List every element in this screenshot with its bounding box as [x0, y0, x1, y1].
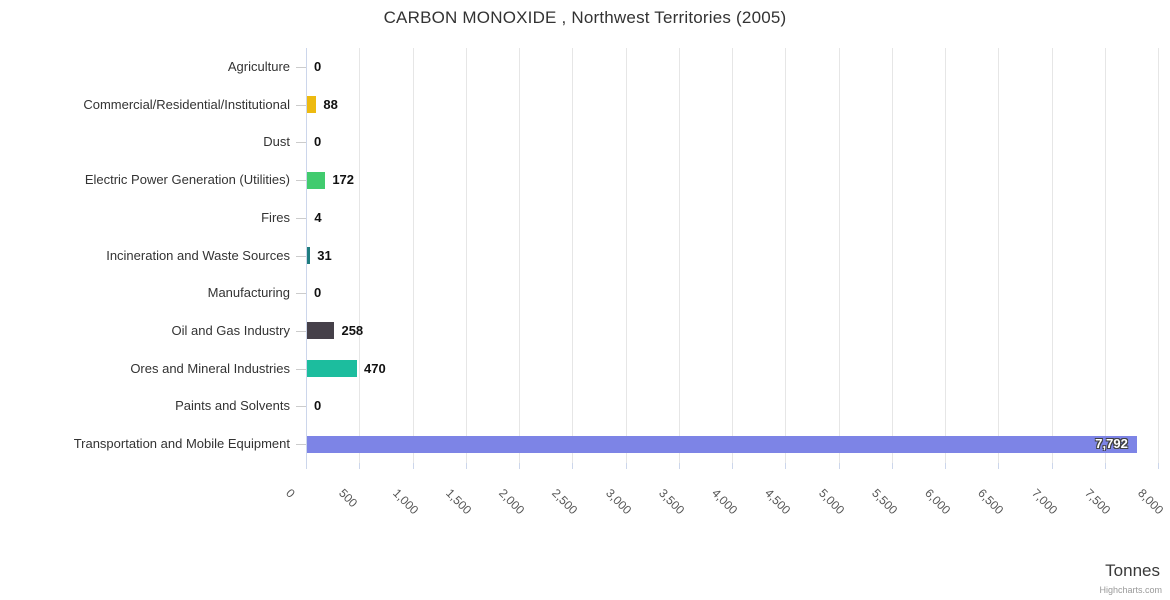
value-label: 172 [332, 172, 355, 188]
axis-tick [465, 463, 467, 469]
category-tick [296, 142, 306, 143]
category-tick [296, 105, 306, 106]
category-tick [296, 67, 306, 68]
axis-tick [998, 463, 1000, 469]
category-tick [296, 256, 306, 257]
value-axis-tick-label: 6,500 [975, 486, 1007, 518]
value-label: 470 [364, 360, 386, 376]
category-label: Paints and Solvents [175, 398, 290, 414]
value-axis-tick-label: 5,500 [868, 486, 900, 518]
chart-title: CARBON MONOXIDE , Northwest Territories … [383, 8, 787, 27]
axis-tick [678, 463, 680, 469]
value-label: 88 [323, 96, 338, 112]
gridline [838, 48, 840, 463]
value-axis-tick-label: 8,000 [1135, 486, 1167, 518]
category-label: Commercial/Residential/Institutional [83, 96, 290, 112]
value-label: 0 [314, 285, 322, 301]
value-axis-tick-label: 1,500 [442, 486, 474, 518]
value-label: 4 [314, 209, 322, 225]
axis-tick [838, 463, 840, 469]
highcharts-credit-link[interactable]: Highcharts.com [1099, 585, 1162, 595]
axis-tick [1051, 463, 1053, 469]
category-tick [296, 331, 306, 332]
axis-tick [625, 463, 627, 469]
category-tick [296, 444, 306, 445]
gridline [625, 48, 627, 463]
axis-tick [1104, 463, 1106, 469]
gridline [1104, 48, 1106, 463]
category-label: Ores and Mineral Industries [130, 360, 290, 376]
axis-tick [359, 463, 361, 469]
gridline [465, 48, 467, 463]
value-axis-tick-label: 6,000 [922, 486, 954, 518]
value-label: 0 [314, 398, 322, 414]
value-label: 0 [314, 134, 322, 150]
gridline [785, 48, 787, 463]
category-label: Incineration and Waste Sources [106, 247, 290, 263]
x-axis-title: Tonnes [1105, 561, 1160, 580]
gridline [732, 48, 733, 463]
bar[interactable] [307, 171, 326, 189]
axis-tick [891, 463, 893, 469]
gridline [1051, 48, 1053, 463]
value-axis-tick-label: 7,000 [1028, 486, 1060, 518]
value-axis-tick-label: 3,500 [655, 486, 687, 518]
gridline [891, 48, 893, 463]
value-label: 0 [314, 58, 322, 74]
category-label: Transportation and Mobile Equipment [73, 436, 290, 452]
value-axis-tick-label: 2,500 [549, 486, 581, 518]
gridline [519, 48, 520, 463]
category-tick [296, 218, 306, 219]
bar[interactable] [307, 360, 358, 378]
category-label: Agriculture [227, 58, 290, 74]
category-label: Oil and Gas Industry [171, 322, 291, 338]
axis-tick [785, 463, 787, 469]
value-axis-tick-label: 500 [336, 486, 361, 511]
axis-tick [519, 463, 520, 469]
category-label: Manufacturing [207, 285, 290, 301]
gridline [572, 48, 574, 463]
category-label: Electric Power Generation (Utilities) [84, 172, 290, 188]
value-axis-tick-label: 1,000 [389, 486, 421, 518]
category-tick [296, 406, 306, 407]
value-label: 31 [317, 247, 332, 263]
bar[interactable] [307, 96, 317, 114]
value-axis-tick-label: 7,500 [1081, 486, 1113, 518]
value-label: 7,792 [1095, 436, 1128, 452]
value-axis-tick-label: 4,500 [762, 486, 794, 518]
value-axis-tick-label: 2,000 [496, 486, 528, 518]
bar[interactable] [307, 322, 335, 340]
bar[interactable] [307, 247, 311, 264]
category-axis-line [306, 48, 307, 463]
category-tick [296, 180, 306, 181]
value-axis-tick-label: 4,000 [709, 486, 741, 518]
axis-tick [412, 463, 414, 469]
gridline [945, 48, 946, 463]
gridline [359, 48, 361, 463]
category-tick [296, 293, 306, 294]
value-label: 258 [341, 322, 364, 338]
category-label: Fires [261, 209, 290, 225]
gridline [678, 48, 680, 463]
gridline [998, 48, 1000, 463]
axis-tick [306, 463, 307, 469]
axis-tick [1158, 463, 1159, 469]
gridline [412, 48, 414, 463]
bar[interactable] [307, 435, 1137, 453]
value-axis-tick-label: 0 [283, 486, 298, 501]
value-axis-tick-label: 5,000 [815, 486, 847, 518]
axis-tick [732, 463, 733, 469]
axis-tick [572, 463, 574, 469]
value-axis-tick-label: 3,000 [602, 486, 634, 518]
gridline [1158, 48, 1159, 463]
category-label: Dust [263, 134, 290, 150]
category-tick [296, 369, 306, 370]
axis-tick [945, 463, 946, 469]
